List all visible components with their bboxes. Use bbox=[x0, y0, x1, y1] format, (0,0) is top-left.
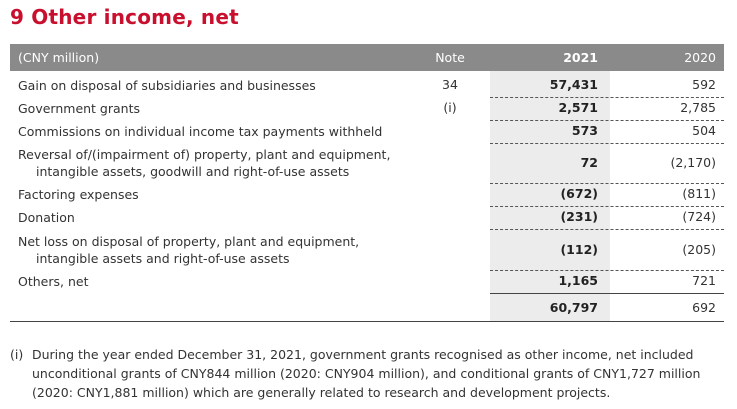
row-divider bbox=[490, 183, 724, 184]
row-divider bbox=[490, 143, 724, 144]
footnote-marker: (i) bbox=[10, 347, 24, 362]
row-label: Factoring expenses bbox=[18, 187, 139, 202]
row-value-2021: (672) bbox=[560, 186, 598, 201]
header-2020: 2020 bbox=[684, 50, 716, 65]
row-divider bbox=[490, 97, 724, 98]
table-row: Government grants (i) 2,571 2,785 bbox=[10, 100, 724, 118]
header-2021: 2021 bbox=[563, 50, 598, 65]
current-year-shading bbox=[490, 71, 610, 321]
table-row: Reversal of/(impairment of) property, pl… bbox=[10, 146, 724, 182]
row-divider bbox=[490, 270, 724, 271]
row-value-2021: 72 bbox=[580, 155, 598, 170]
table-header: (CNY million) Note 2021 2020 bbox=[10, 44, 724, 71]
row-value-2020: 721 bbox=[692, 273, 716, 288]
total-value-2020: 692 bbox=[692, 300, 716, 315]
table-row: Others, net 1,165 721 bbox=[10, 273, 724, 291]
row-value-2021: (112) bbox=[560, 242, 598, 257]
row-value-2021: 2,571 bbox=[558, 100, 598, 115]
row-value-2021: 1,165 bbox=[558, 273, 598, 288]
row-value-2020: (724) bbox=[682, 209, 716, 224]
header-note: Note bbox=[435, 50, 465, 65]
table-row: Commissions on individual income tax pay… bbox=[10, 123, 724, 141]
row-label: Gain on disposal of subsidiaries and bus… bbox=[18, 78, 316, 93]
row-value-2020: (811) bbox=[682, 186, 716, 201]
row-divider bbox=[490, 206, 724, 207]
row-value-2020: 2,785 bbox=[680, 100, 716, 115]
table-bottom-rule bbox=[10, 321, 724, 322]
row-value-2020: 504 bbox=[692, 123, 716, 138]
table-row: Net loss on disposal of property, plant … bbox=[10, 233, 724, 269]
row-value-2020: (2,170) bbox=[670, 155, 716, 170]
row-value-2020: (205) bbox=[682, 242, 716, 257]
footnote: (i) During the year ended December 31, 2… bbox=[10, 345, 725, 402]
row-note: 34 bbox=[442, 77, 458, 92]
other-income-table: (CNY million) Note 2021 2020 Gain on dis… bbox=[10, 44, 724, 322]
row-value-2020: 592 bbox=[692, 77, 716, 92]
row-label: Government grants bbox=[18, 101, 140, 116]
row-label: Donation bbox=[18, 210, 75, 225]
subtotal-rule bbox=[490, 293, 724, 294]
row-label-continued: intangible assets and right-of-use asset… bbox=[36, 251, 290, 266]
row-value-2021: 573 bbox=[571, 123, 598, 138]
table-row: Factoring expenses (672) (811) bbox=[10, 186, 724, 204]
row-label: Reversal of/(impairment of) property, pl… bbox=[18, 147, 391, 162]
row-value-2021: 57,431 bbox=[549, 77, 598, 92]
row-divider bbox=[490, 120, 724, 121]
row-label: Others, net bbox=[18, 274, 89, 289]
table-row: Gain on disposal of subsidiaries and bus… bbox=[10, 77, 724, 95]
footnote-line: During the year ended December 31, 2021,… bbox=[32, 347, 694, 362]
section-title: 9 Other income, net bbox=[10, 5, 239, 29]
footnote-line: unconditional grants of CNY844 million (… bbox=[32, 366, 701, 381]
total-row: 60,797 692 bbox=[10, 300, 724, 318]
row-label-continued: intangible assets, goodwill and right-of… bbox=[36, 164, 350, 179]
row-divider bbox=[490, 229, 724, 230]
total-value-2021: 60,797 bbox=[549, 300, 598, 315]
row-value-2021: (231) bbox=[560, 209, 598, 224]
header-unit-label: (CNY million) bbox=[18, 50, 100, 65]
row-note: (i) bbox=[443, 100, 457, 115]
table-row: Donation (231) (724) bbox=[10, 209, 724, 227]
row-label: Commissions on individual income tax pay… bbox=[18, 124, 383, 139]
row-label: Net loss on disposal of property, plant … bbox=[18, 234, 360, 249]
footnote-line: (2020: CNY1,881 million) which are gener… bbox=[32, 385, 611, 400]
